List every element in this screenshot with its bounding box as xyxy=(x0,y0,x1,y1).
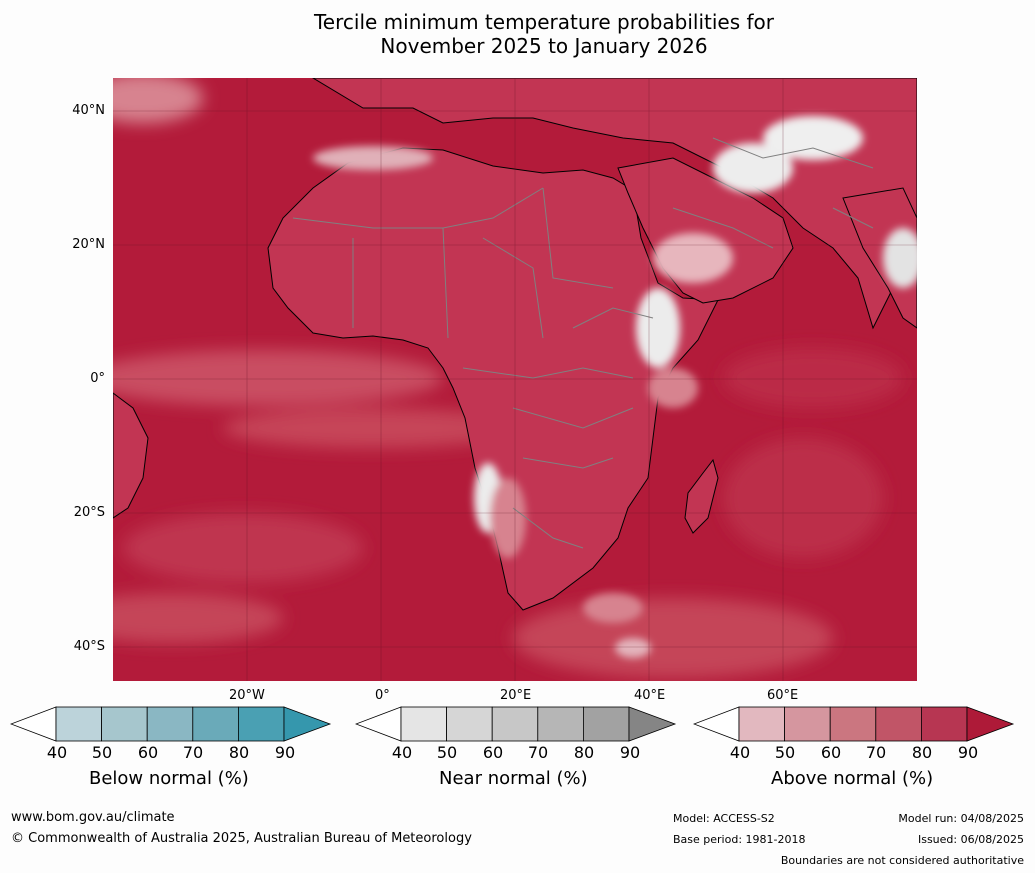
colorbar-below-normal xyxy=(9,706,332,746)
tick: 50 xyxy=(774,743,796,762)
tick: 60 xyxy=(137,743,159,762)
south-america-land xyxy=(113,392,149,519)
footer-base-period: Base period: 1981-2018 xyxy=(673,833,806,846)
chart-title: Tercile minimum temperature probabilitie… xyxy=(0,10,1035,58)
colorbar-swatch xyxy=(237,706,285,742)
lat-label-40n: 40°N xyxy=(72,103,105,118)
footer-model-run: Model run: 04/08/2025 xyxy=(898,812,1024,825)
colorbar-above-normal xyxy=(692,706,1015,746)
tick: 70 xyxy=(527,743,549,762)
tick: 60 xyxy=(820,743,842,762)
tick: 90 xyxy=(619,743,641,762)
tick: 80 xyxy=(911,743,933,762)
colorbar-swatch xyxy=(537,706,584,742)
tick: 60 xyxy=(482,743,504,762)
graticule xyxy=(113,78,917,681)
colorbar-swatch xyxy=(55,706,102,742)
madagascar-land xyxy=(684,458,719,534)
lon-label-20w: 20°W xyxy=(229,688,265,703)
probability-map xyxy=(113,78,917,681)
tick: 80 xyxy=(573,743,595,762)
colorbar-extend-high xyxy=(966,706,1015,742)
colorbar-swatch xyxy=(738,706,785,742)
colorbar-swatch xyxy=(192,706,239,742)
lon-label-60e: 60°E xyxy=(767,688,799,703)
colorbar-above-label: Above normal (%) xyxy=(771,768,934,789)
tick: 40 xyxy=(46,743,68,762)
footer-copyright: © Commonwealth of Australia 2025, Austra… xyxy=(11,831,472,846)
colorbar-near-normal xyxy=(354,706,677,746)
colorbar-swatch xyxy=(400,706,447,742)
tick: 50 xyxy=(436,743,458,762)
lat-label-20n: 20°N xyxy=(72,237,105,252)
colorbar-extend-low xyxy=(354,706,402,742)
colorbar-swatch xyxy=(101,706,148,742)
colorbar-near-swatches xyxy=(354,706,677,742)
tick: 50 xyxy=(91,743,113,762)
colorbar-below-label: Below normal (%) xyxy=(89,768,249,789)
footer-issued: Issued: 06/08/2025 xyxy=(917,833,1024,846)
lon-label-0: 0° xyxy=(375,688,390,703)
colorbar-swatch xyxy=(446,706,493,742)
colorbar-swatch xyxy=(920,706,968,742)
colorbar-swatch xyxy=(829,706,877,742)
footer-url[interactable]: www.bom.gov.au/climate xyxy=(11,810,175,825)
tick: 90 xyxy=(957,743,979,762)
title-line-1: Tercile minimum temperature probabilitie… xyxy=(313,10,775,34)
lon-label-20e: 20°E xyxy=(500,688,532,703)
footer-model: Model: ACCESS-S2 xyxy=(673,812,775,825)
colorbar-swatch xyxy=(491,706,539,742)
colorbar-below-swatches xyxy=(9,706,332,742)
colorbar-near-label: Near normal (%) xyxy=(439,768,588,789)
india-land xyxy=(842,187,917,329)
colorbar-extend-low xyxy=(9,706,57,742)
colorbar-swatch xyxy=(146,706,194,742)
tick: 40 xyxy=(729,743,751,762)
tick: 70 xyxy=(182,743,204,762)
colorbar-swatch xyxy=(875,706,922,742)
colorbar-swatch xyxy=(784,706,831,742)
footer-disclaimer: Boundaries are not considered authoritat… xyxy=(780,854,1024,867)
africa-land xyxy=(267,147,719,611)
colorbar-extend-high xyxy=(283,706,332,742)
tick: 80 xyxy=(228,743,250,762)
colorbar-extend-high xyxy=(628,706,677,742)
colorbar-above-swatches xyxy=(692,706,1015,742)
tick: 70 xyxy=(865,743,887,762)
lat-label-20s: 20°S xyxy=(73,505,105,520)
country-borders xyxy=(292,137,874,549)
tick: 40 xyxy=(391,743,413,762)
lon-label-40e: 40°E xyxy=(634,688,666,703)
map-svg xyxy=(113,78,917,681)
colorbar-swatch xyxy=(582,706,630,742)
lat-label-0: 0° xyxy=(90,371,105,386)
tick: 90 xyxy=(274,743,296,762)
colorbar-extend-low xyxy=(692,706,740,742)
title-line-2: November 2025 to January 2026 xyxy=(380,34,708,58)
pale-patches xyxy=(313,116,917,658)
lat-label-40s: 40°S xyxy=(73,639,105,654)
